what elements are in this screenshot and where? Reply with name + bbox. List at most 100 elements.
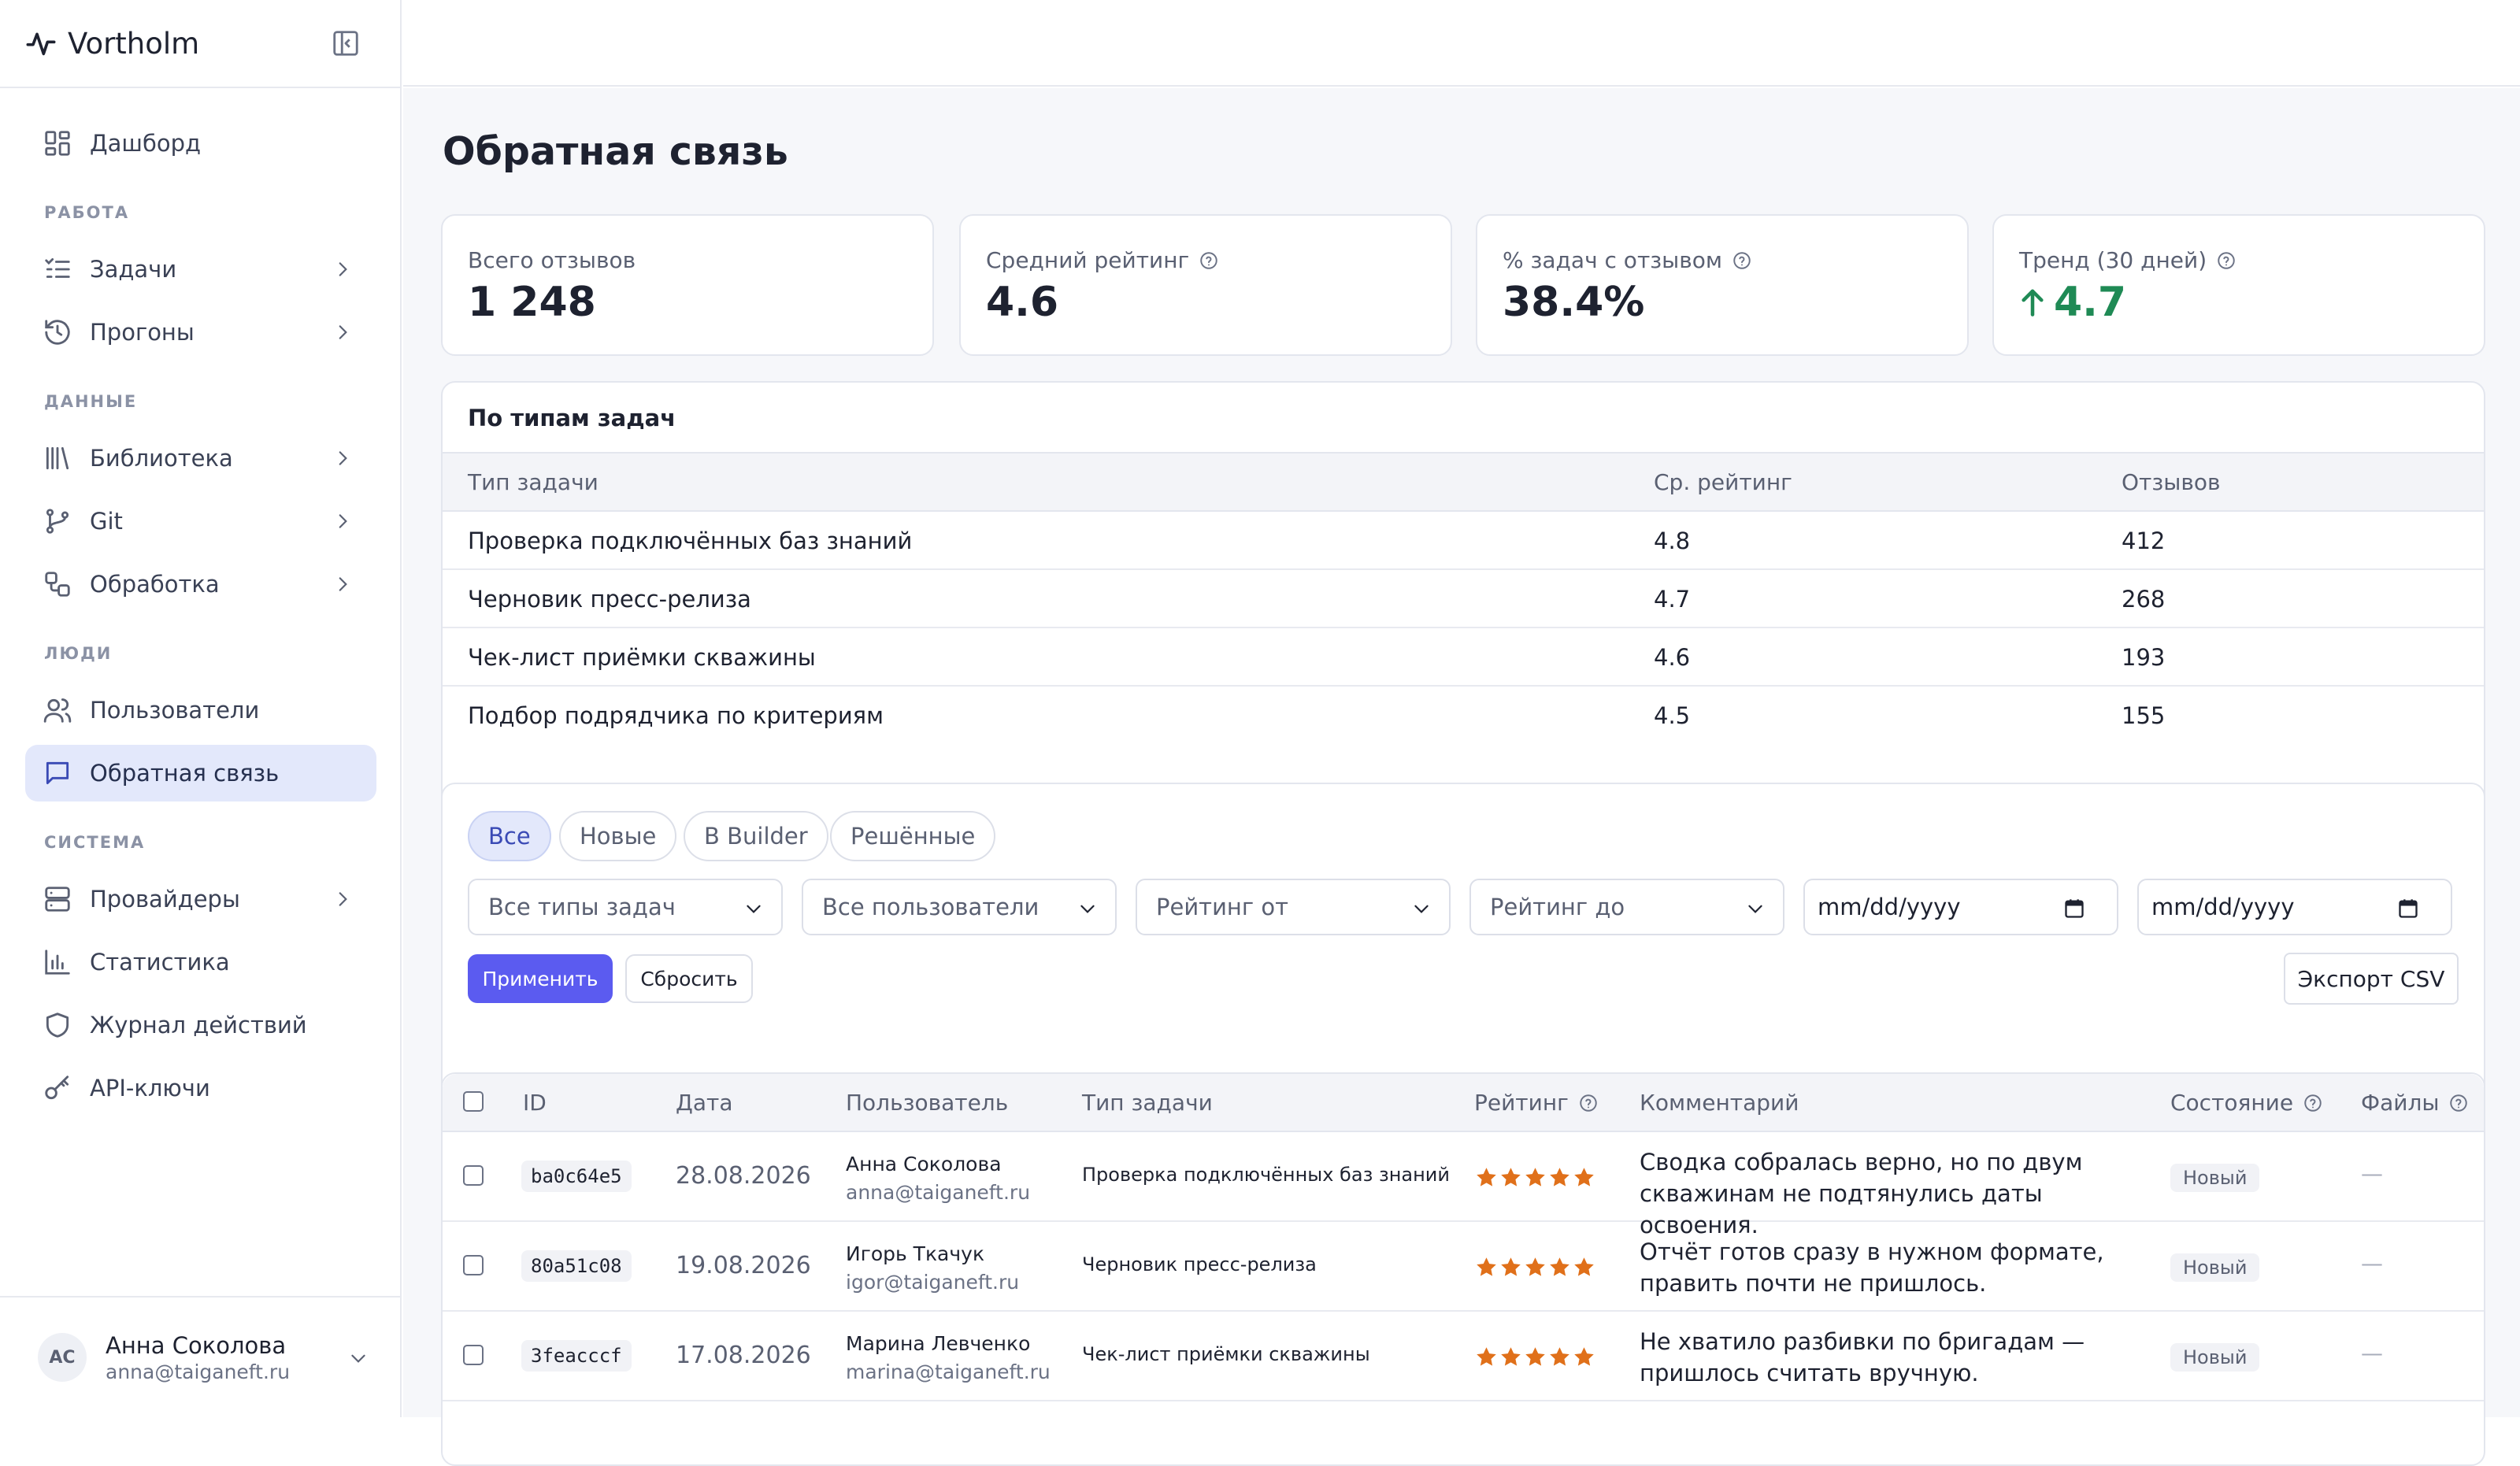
row-checkbox[interactable] (463, 1165, 484, 1186)
type-name: Проверка подключённых баз знаний (468, 528, 913, 554)
section-people: ЛЮДИ (44, 644, 113, 663)
help-icon[interactable] (1732, 250, 1752, 271)
feedback-table: ID Дата Пользователь Тип задачи Рейтинг … (441, 1072, 2485, 1466)
select-rating-to[interactable]: Рейтинг до (1469, 879, 1784, 935)
col-date: Дата (676, 1090, 733, 1116)
row-user-email: anna@taiganeft.ru (846, 1181, 1031, 1204)
sidebar-collapse-icon[interactable] (331, 28, 361, 58)
help-icon[interactable] (2448, 1093, 2469, 1113)
date-from-placeholder: mm/dd/yyyy (1818, 894, 1961, 920)
help-icon[interactable] (1578, 1093, 1599, 1113)
nav-git[interactable]: Git (25, 493, 376, 550)
nav-users[interactable]: Пользователи (25, 682, 376, 739)
row-files: — (2361, 1250, 2383, 1276)
select-rating-from-value: Рейтинг от (1156, 894, 1288, 920)
reset-button[interactable]: Сбросить (625, 954, 753, 1003)
kpi-trend-label: Тренд (30 дней) (2019, 247, 2207, 273)
row-user-name: Марина Левченко (846, 1332, 1031, 1355)
table-row: Подбор подрядчика по критериям 4.5 155 (443, 687, 2484, 745)
kpi-card-coverage: % задач с отзывом 38.4% (1476, 214, 1969, 356)
chevron-down-icon (1748, 905, 1762, 913)
tab-new[interactable]: Новые (559, 811, 677, 861)
user-menu[interactable]: AC Анна Соколова anna@taiganeft.ru (38, 1331, 376, 1384)
chevron-down-icon (1080, 905, 1095, 913)
star-icon (1501, 1168, 1521, 1186)
brand[interactable]: Vortholm (25, 24, 199, 63)
nav-providers-label: Провайдеры (90, 886, 240, 913)
select-task-type-value: Все типы задач (488, 894, 676, 920)
date-from-input[interactable]: mm/dd/yyyy (1803, 879, 2118, 935)
main-content: Обратная связь Всего отзывов 1 248 Средн… (403, 88, 2520, 1466)
kpi-total-value: 1 248 (468, 279, 596, 326)
table-row[interactable]: ba0c64e5 28.08.2026 Анна Соколова anna@t… (443, 1132, 2484, 1238)
star-icon (1525, 1168, 1545, 1186)
col-rating: Рейтинг (1474, 1090, 1599, 1116)
calendar-icon[interactable] (2397, 898, 2419, 920)
nav-stats[interactable]: Статистика (25, 934, 376, 990)
row-checkbox[interactable] (463, 1345, 484, 1365)
calendar-icon[interactable] (2063, 898, 2085, 920)
chevron-down-icon (1414, 905, 1429, 913)
export-csv-button[interactable]: Экспорт CSV (2284, 953, 2459, 1005)
status-badge: Новый (2170, 1343, 2260, 1372)
row-task-type: Проверка подключённых баз знаний (1082, 1164, 1451, 1186)
type-avg: 4.8 (1654, 528, 1691, 554)
tab-resolved[interactable]: Решённые (830, 811, 996, 861)
status-badge: Новый (2170, 1164, 2260, 1192)
star-icon (1477, 1347, 1496, 1366)
nav-audit-label: Журнал действий (90, 1012, 307, 1038)
type-count: 155 (2122, 702, 2166, 729)
nav-providers[interactable]: Провайдеры (25, 871, 376, 927)
avatar: AC (38, 1333, 87, 1382)
brand-name: Vortholm (68, 26, 200, 61)
select-rating-from[interactable]: Рейтинг от (1136, 879, 1451, 935)
section-system: СИСТЕМА (44, 833, 146, 852)
nav-audit[interactable]: Журнал действий (25, 997, 376, 1053)
star-icon (1550, 1168, 1569, 1186)
kpi-total-label: Всего отзывов (468, 247, 636, 273)
nav-tasks-label: Задачи (90, 256, 177, 283)
select-user[interactable]: Все пользователи (802, 879, 1117, 935)
chevron-right-icon (339, 577, 347, 591)
help-icon[interactable] (2303, 1093, 2323, 1113)
select-task-type[interactable]: Все типы задач (468, 879, 783, 935)
nav-library[interactable]: Библиотека (25, 430, 376, 487)
row-checkbox[interactable] (463, 1255, 484, 1275)
chevron-right-icon (339, 325, 347, 339)
shield-icon (46, 1013, 69, 1038)
kpi-card-total: Всего отзывов 1 248 (441, 214, 934, 356)
nav-processing[interactable]: Обработка (25, 556, 376, 613)
kpi-card-avg-rating: Средний рейтинг 4.6 (959, 214, 1452, 356)
row-task-type: Чек-лист приёмки скважины (1082, 1343, 1370, 1365)
nav-dashboard[interactable]: Дашборд (25, 115, 376, 172)
chevron-right-icon (339, 451, 347, 465)
sidebar-divider (0, 87, 402, 88)
help-icon[interactable] (2216, 250, 2236, 271)
select-all-checkbox[interactable] (463, 1091, 484, 1112)
arrow-up-icon (2022, 289, 2044, 317)
row-comment: Сводка собралась верно, но по двум скваж… (1640, 1149, 2083, 1238)
task-list-icon (45, 257, 70, 278)
col-id-label: ID (523, 1090, 547, 1116)
nav-apikeys-label: API-ключи (90, 1075, 210, 1101)
type-name: Черновик пресс-релиза (468, 586, 751, 613)
table-row[interactable]: 80a51c08 19.08.2026 Игорь Ткачук igor@ta… (443, 1222, 2484, 1312)
page-title: Обратная связь (443, 129, 788, 174)
kpi-label: Всего отзывов (468, 247, 636, 273)
apply-button[interactable]: Применить (468, 954, 613, 1003)
nav-runs[interactable]: Прогоны (25, 304, 376, 361)
table-row[interactable]: 3feacccf 17.08.2026 Марина Левченко mari… (443, 1312, 2484, 1401)
row-id: ba0c64e5 (521, 1161, 632, 1192)
nav-tasks[interactable]: Задачи (25, 241, 376, 298)
tab-all[interactable]: Все (468, 811, 551, 861)
kpi-trend-value: 4.7 (2054, 279, 2127, 326)
date-to-input[interactable]: mm/dd/yyyy (2137, 879, 2452, 935)
nav-stats-label: Статистика (90, 949, 230, 975)
message-square-icon (46, 761, 69, 785)
help-icon[interactable] (1199, 250, 1219, 271)
tab-builder[interactable]: В Builder (684, 811, 828, 861)
type-name: Подбор подрядчика по критериям (468, 702, 884, 729)
nav-apikeys[interactable]: API-ключи (25, 1060, 376, 1116)
nav-processing-label: Обработка (90, 571, 220, 598)
nav-feedback[interactable]: Обратная связь (25, 745, 376, 801)
